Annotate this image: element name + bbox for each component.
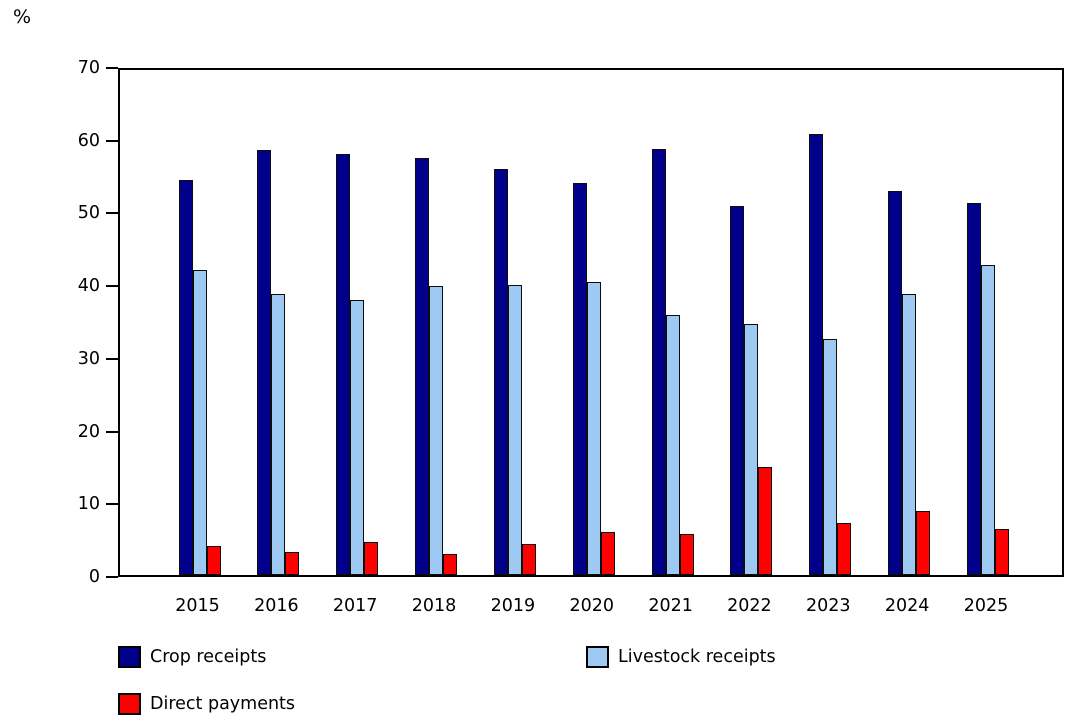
- x-tick-label: 2019: [490, 596, 536, 616]
- bar-livestock-receipts-2015: [192, 269, 207, 575]
- bar-livestock-receipts-2019: [507, 284, 522, 575]
- bar-crop-receipts-2020: [572, 183, 587, 575]
- bar-livestock-receipts-2021: [665, 314, 680, 575]
- bar-livestock-receipts-2020: [586, 281, 601, 575]
- y-tick: [106, 503, 118, 506]
- bar-crop-receipts-2018: [415, 157, 430, 575]
- y-tick: [106, 430, 118, 433]
- bar-direct-payments-2020: [600, 532, 615, 575]
- bar-crop-receipts-2025: [967, 202, 981, 575]
- y-tick-label: 50: [77, 203, 100, 224]
- bar-livestock-receipts-2017: [350, 300, 365, 575]
- y-tick-label: 40: [77, 276, 100, 297]
- bar-crop-receipts-2016: [257, 149, 272, 575]
- x-tick-label: 2018: [411, 596, 457, 616]
- y-tick: [106, 212, 118, 215]
- bar-direct-payments-2017: [364, 541, 379, 575]
- bar-crop-receipts-2024: [888, 191, 903, 575]
- legend-swatch-icon: [586, 646, 609, 668]
- bar-livestock-receipts-2022: [744, 324, 759, 575]
- legend-label: Crop receipts: [150, 647, 267, 667]
- y-tick: [106, 576, 118, 578]
- y-tick: [106, 139, 118, 142]
- legend-item-direct-payments: Direct payments: [118, 693, 295, 715]
- x-tick-label: 2017: [332, 596, 378, 616]
- bar-livestock-receipts-2024: [902, 294, 917, 575]
- bar-crop-receipts-2021: [651, 148, 666, 575]
- bar-crop-receipts-2017: [336, 153, 351, 575]
- bar-direct-payments-2019: [521, 543, 536, 575]
- y-axis-unit-label: %: [13, 6, 32, 28]
- legend: Crop receipts Livestock receipts Direct pa…: [118, 644, 1064, 727]
- x-tick-label: 2023: [806, 596, 851, 616]
- bar-direct-payments-2022: [758, 466, 773, 575]
- legend-label: Direct payments: [150, 694, 296, 714]
- bar-crop-receipts-2022: [730, 205, 745, 575]
- bar-direct-payments-2021: [679, 533, 694, 575]
- y-tick: [106, 357, 118, 360]
- bar-direct-payments-2023: [837, 523, 852, 575]
- y-tick-label: 10: [77, 494, 100, 515]
- bar-livestock-receipts-2018: [429, 285, 444, 575]
- bar-direct-payments-2018: [443, 553, 458, 575]
- y-tick-label: 30: [77, 348, 100, 369]
- bar-direct-payments-2024: [916, 511, 931, 575]
- plot-area: [118, 68, 1064, 577]
- y-tick-label: 70: [77, 58, 100, 78]
- legend-swatch-icon: [118, 646, 141, 668]
- y-tick-label: 60: [77, 130, 100, 151]
- y-tick: [106, 67, 118, 69]
- x-tick-label: 2020: [569, 596, 615, 616]
- bar-crop-receipts-2019: [493, 168, 508, 575]
- x-tick-label: 2025: [963, 596, 1009, 616]
- bar-direct-payments-2025: [995, 529, 1009, 575]
- bar-livestock-receipts-2023: [823, 339, 838, 575]
- bar-livestock-receipts-2016: [271, 293, 286, 575]
- legend-label: Livestock receipts: [618, 647, 776, 667]
- legend-item-livestock-receipts: Livestock receipts: [586, 646, 776, 668]
- bar-direct-payments-2015: [206, 545, 221, 575]
- bar-crop-receipts-2015: [178, 180, 193, 575]
- x-tick-label: 2024: [884, 596, 930, 616]
- bar-direct-payments-2016: [285, 551, 300, 575]
- legend-swatch-icon: [118, 693, 141, 715]
- x-tick-label: 2016: [254, 596, 299, 616]
- y-tick-label: 0: [88, 567, 100, 587]
- y-tick-label: 20: [77, 421, 100, 442]
- y-tick: [106, 285, 118, 288]
- bar-livestock-receipts-2025: [981, 265, 995, 575]
- x-tick-label: 2021: [648, 596, 693, 616]
- x-tick-label: 2022: [727, 596, 772, 616]
- legend-item-crop-receipts: Crop receipts: [118, 646, 266, 668]
- x-tick-label: 2015: [175, 596, 220, 616]
- bar-crop-receipts-2023: [809, 134, 824, 575]
